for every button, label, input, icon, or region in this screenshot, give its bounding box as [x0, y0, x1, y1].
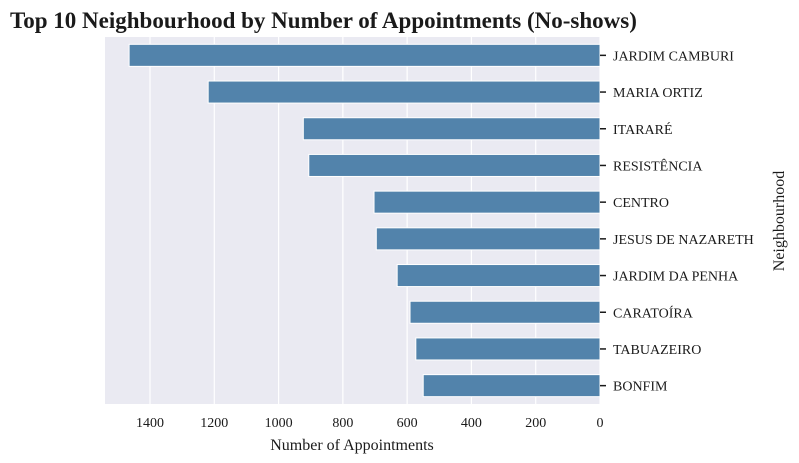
x-tick-label: 0: [597, 416, 604, 431]
bar: [409, 300, 601, 324]
y-axis: JARDIM CAMBURI MARIA ORTIZ ITARARÉ RESISTÊN…: [600, 49, 754, 395]
bar: [128, 43, 601, 67]
bar: [396, 264, 601, 288]
y-tick-label: BONFIM: [613, 380, 668, 395]
x-tick-label: 1400: [136, 416, 164, 431]
x-tick-label: 600: [397, 416, 418, 431]
y-tick-label: JESUS DE NAZARETH: [613, 233, 754, 248]
x-axis: 0 200 400 600 800 1000 1200 1400: [136, 416, 604, 431]
y-tick-label: CENTRO: [613, 196, 669, 211]
bar: [373, 190, 601, 214]
y-tick-label: RESISTÊNCIA: [613, 157, 703, 174]
x-tick-label: 400: [461, 416, 482, 431]
bar: [375, 227, 601, 251]
bar: [422, 374, 601, 398]
x-axis-label: Number of Appointments: [270, 437, 434, 454]
y-tick-label: MARIA ORTIZ: [613, 86, 703, 101]
y-tick-label: TABUAZEIRO: [613, 343, 701, 358]
bar: [207, 80, 601, 104]
x-tick-label: 1000: [265, 416, 293, 431]
x-tick-label: 1200: [200, 416, 228, 431]
x-tick-label: 800: [332, 416, 353, 431]
x-tick-label: 200: [525, 416, 546, 431]
chart-title: Top 10 Neighbourhood by Number of Appoin…: [10, 8, 637, 33]
y-tick-label: JARDIM CAMBURI: [613, 49, 734, 64]
bar: [308, 153, 601, 177]
y-tick-label: JARDIM DA PENHA: [613, 270, 739, 285]
bar: [302, 117, 601, 141]
bars: [128, 43, 601, 398]
y-tick-label: ITARARÉ: [613, 121, 673, 138]
y-tick-label: CARATOÍRA: [613, 304, 694, 321]
y-axis-label: Neighbourhood: [771, 171, 788, 271]
bar: [415, 337, 601, 361]
